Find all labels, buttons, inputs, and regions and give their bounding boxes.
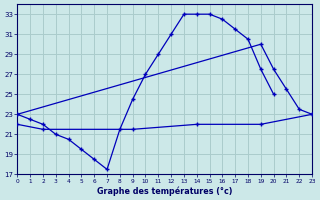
X-axis label: Graphe des températures (°c): Graphe des températures (°c)	[97, 186, 232, 196]
